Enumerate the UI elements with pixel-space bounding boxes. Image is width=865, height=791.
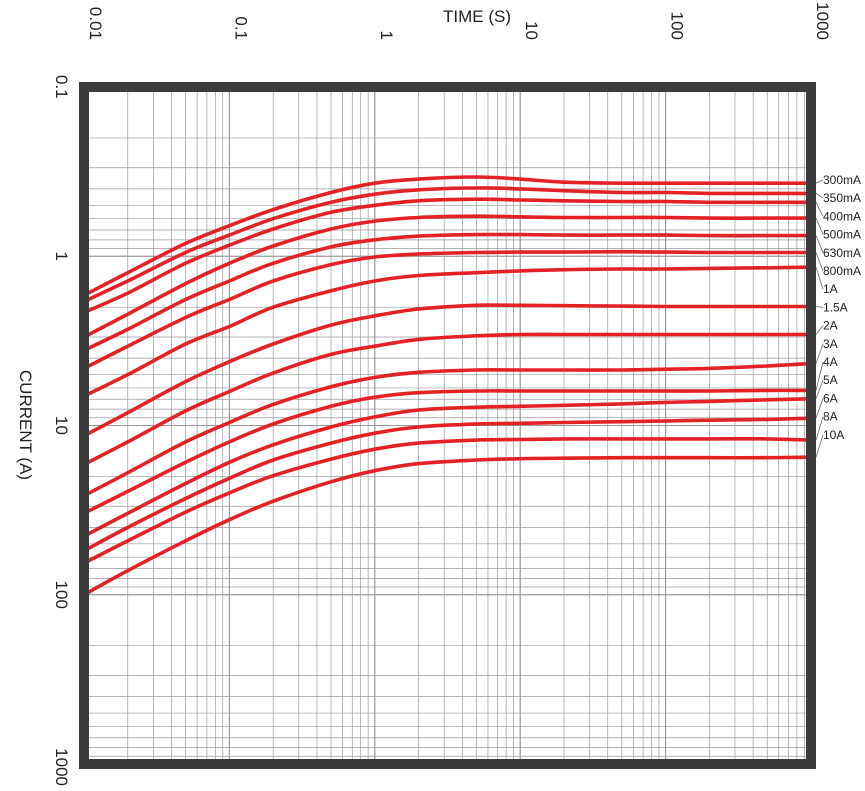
series-label-6A: 6A	[823, 391, 838, 405]
series-label-leader	[815, 325, 824, 335]
x-tick-label: 0.1	[231, 16, 250, 40]
series-label-350mA: 350mA	[823, 191, 861, 205]
series-label-leader	[815, 434, 824, 458]
series-curve-800mA	[82, 249, 813, 371]
y-tick-label: 0.1	[52, 75, 71, 99]
series-curve-8A	[82, 437, 813, 565]
series-label-4A: 4A	[823, 355, 838, 369]
series-label-2A: 2A	[823, 319, 838, 333]
series-label-1A: 1A	[823, 282, 838, 296]
x-tick-label: 100	[668, 12, 687, 40]
y-tick-label: 1	[52, 252, 71, 261]
x-tick-label: 0.01	[86, 7, 105, 40]
series-label-leader	[815, 235, 824, 253]
series-curve-400mA	[82, 197, 813, 315]
series-curves	[82, 175, 813, 597]
tick-labels: 0.01 0.1 1 10 100 1000 0.1 1 10 100 1000	[52, 2, 832, 786]
series-label-1.5A: 1.5A	[823, 300, 848, 314]
series-label-leader	[815, 252, 824, 272]
series-curve-6A	[82, 416, 813, 553]
series-label-leader	[815, 343, 824, 364]
series-label-leader	[815, 202, 824, 217]
series-label-leader	[815, 267, 824, 290]
series-curve-1.5A	[82, 303, 813, 438]
series-curve-3A	[82, 361, 813, 498]
series-curve-10A	[82, 455, 813, 597]
series-label-leader	[815, 361, 824, 391]
series-label-leader	[815, 193, 824, 199]
series-label-800mA: 800mA	[823, 264, 861, 278]
series-label-3A: 3A	[823, 337, 838, 351]
series-label-leader	[815, 398, 824, 419]
y-axis-title: CURRENT (A)	[16, 370, 35, 480]
series-curve-2A	[82, 332, 813, 467]
series-curve-300mA	[82, 175, 813, 298]
series-label-8A: 8A	[823, 410, 838, 424]
series-label-10A: 10A	[823, 428, 844, 442]
series-curve-350mA	[82, 186, 813, 304]
x-tick-label: 1000	[813, 2, 832, 40]
series-label-400mA: 400mA	[823, 209, 861, 223]
series-label-5A: 5A	[823, 373, 838, 387]
series-curve-1A	[82, 265, 813, 398]
series-label-leader	[815, 217, 824, 235]
series-labels: 300mA 350mA 400mA 500mA 630mA 800mA 1A 1.5A 2A 3A…	[815, 173, 861, 458]
series-label-leader	[815, 306, 824, 308]
series-curve-500mA	[82, 214, 813, 339]
series-label-500mA: 500mA	[823, 228, 861, 242]
series-label-leader	[815, 179, 824, 184]
x-tick-label: 1	[377, 31, 396, 40]
x-axis-title: TIME (S)	[443, 7, 511, 26]
y-tick-label: 100	[52, 581, 71, 609]
series-curve-4A	[82, 388, 813, 516]
x-tick-label: 10	[522, 21, 541, 40]
series-curve-630mA	[82, 232, 813, 353]
plot-frame	[79, 82, 816, 769]
series-label-630mA: 630mA	[823, 246, 861, 260]
y-tick-label: 10	[52, 416, 71, 435]
y-tick-label: 1000	[52, 748, 71, 786]
series-label-300mA: 300mA	[823, 173, 861, 187]
series-curve-5A	[82, 397, 813, 538]
series-label-leader	[815, 380, 824, 399]
series-label-leader	[815, 416, 824, 441]
